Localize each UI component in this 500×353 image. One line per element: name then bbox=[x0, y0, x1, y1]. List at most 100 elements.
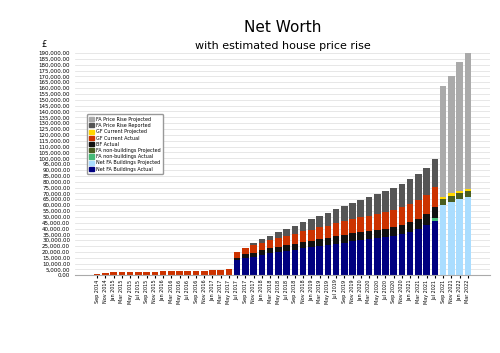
Bar bbox=[390, 210, 397, 227]
Bar bbox=[440, 197, 446, 199]
Bar bbox=[234, 258, 240, 260]
Bar bbox=[110, 273, 117, 275]
Bar bbox=[275, 252, 281, 275]
Bar bbox=[374, 214, 380, 230]
Bar bbox=[284, 228, 290, 235]
Bar bbox=[440, 86, 446, 197]
Bar bbox=[341, 206, 347, 221]
Bar bbox=[284, 235, 290, 245]
Bar bbox=[332, 244, 340, 275]
Bar bbox=[176, 271, 183, 275]
Bar bbox=[341, 235, 347, 243]
Bar bbox=[366, 216, 372, 231]
Bar bbox=[415, 228, 422, 275]
Bar bbox=[135, 272, 141, 275]
Bar bbox=[250, 252, 257, 257]
Bar bbox=[308, 219, 314, 230]
Bar bbox=[415, 174, 422, 200]
Bar bbox=[382, 237, 389, 275]
Bar bbox=[102, 273, 108, 275]
Bar bbox=[275, 247, 281, 252]
Bar bbox=[308, 247, 314, 275]
Bar bbox=[152, 272, 158, 275]
Bar bbox=[324, 226, 331, 238]
Bar bbox=[448, 193, 454, 196]
Bar bbox=[267, 249, 274, 253]
Bar bbox=[382, 191, 389, 212]
Bar bbox=[349, 219, 356, 233]
Bar bbox=[184, 271, 191, 275]
Bar bbox=[234, 260, 240, 275]
Bar bbox=[250, 245, 257, 252]
Bar bbox=[242, 258, 248, 275]
Bar bbox=[284, 245, 290, 251]
Bar bbox=[258, 239, 265, 243]
Bar bbox=[258, 250, 265, 255]
Bar bbox=[432, 187, 438, 207]
Bar bbox=[366, 197, 372, 216]
Bar bbox=[358, 217, 364, 232]
Bar bbox=[316, 246, 323, 275]
Text: with estimated house price rise: with estimated house price rise bbox=[194, 41, 370, 51]
Bar bbox=[432, 221, 438, 275]
Bar bbox=[94, 274, 100, 275]
Text: Net Worth: Net Worth bbox=[244, 20, 321, 35]
Bar bbox=[424, 168, 430, 195]
Bar bbox=[250, 243, 257, 245]
Bar bbox=[456, 199, 463, 275]
Bar bbox=[448, 202, 454, 275]
Text: £: £ bbox=[42, 40, 47, 48]
Bar bbox=[192, 271, 200, 275]
Bar bbox=[407, 179, 414, 204]
Bar bbox=[226, 269, 232, 275]
Bar bbox=[324, 245, 331, 275]
Bar bbox=[275, 232, 281, 238]
Bar bbox=[407, 222, 414, 232]
Bar bbox=[160, 271, 166, 275]
Bar bbox=[349, 203, 356, 219]
Bar bbox=[398, 184, 405, 208]
Bar bbox=[464, 191, 471, 197]
Bar bbox=[308, 230, 314, 241]
Bar bbox=[267, 235, 274, 240]
Bar bbox=[390, 227, 397, 235]
Legend: FA Price Rise Projected, FA Price Rise Reported, GF Current Projected, GF Curren: FA Price Rise Projected, FA Price Rise R… bbox=[87, 114, 163, 174]
Bar bbox=[358, 232, 364, 240]
Bar bbox=[456, 62, 463, 191]
Bar bbox=[349, 233, 356, 241]
Bar bbox=[292, 234, 298, 244]
Bar bbox=[407, 232, 414, 275]
Bar bbox=[424, 215, 430, 225]
Bar bbox=[358, 200, 364, 217]
Bar bbox=[300, 249, 306, 275]
Bar bbox=[300, 222, 306, 232]
Bar bbox=[448, 196, 454, 202]
Bar bbox=[398, 234, 405, 275]
Bar bbox=[398, 208, 405, 225]
Bar bbox=[218, 270, 224, 275]
Bar bbox=[168, 271, 174, 275]
Bar bbox=[324, 238, 331, 245]
Bar bbox=[267, 240, 274, 249]
Bar bbox=[440, 199, 446, 205]
Bar bbox=[464, 189, 471, 191]
Bar bbox=[234, 252, 240, 258]
Bar bbox=[448, 76, 454, 193]
Bar bbox=[250, 257, 257, 275]
Bar bbox=[332, 223, 340, 236]
Bar bbox=[382, 228, 389, 237]
Bar bbox=[456, 191, 463, 193]
Bar bbox=[267, 253, 274, 275]
Bar bbox=[424, 195, 430, 215]
Bar bbox=[332, 209, 340, 223]
Bar bbox=[374, 238, 380, 275]
Bar bbox=[242, 248, 248, 254]
Bar bbox=[324, 213, 331, 226]
Bar bbox=[382, 212, 389, 228]
Bar bbox=[398, 225, 405, 234]
Bar bbox=[358, 240, 364, 275]
Bar bbox=[424, 225, 430, 275]
Bar bbox=[415, 200, 422, 219]
Bar bbox=[456, 193, 463, 199]
Bar bbox=[292, 226, 298, 234]
